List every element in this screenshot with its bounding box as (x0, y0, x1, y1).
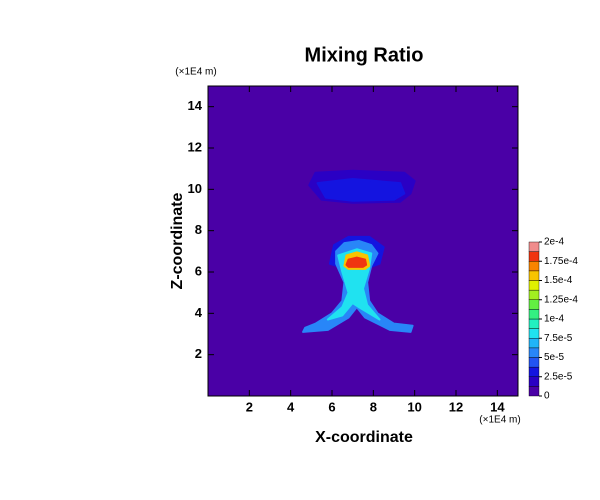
colorbar-band (528, 309, 540, 320)
colorbar-label: 0 (544, 391, 550, 402)
x-axis-label: X-coordinate (315, 429, 413, 446)
y-tick-label: 10 (188, 181, 202, 196)
y-tick-label: 8 (195, 222, 202, 237)
colorbar-band (528, 270, 540, 281)
y-axis-label: Z-coordinate (169, 192, 186, 289)
colorbar-band (528, 338, 540, 349)
colorbar-label: 1.75e-4 (544, 256, 578, 267)
colorbar-band (528, 289, 540, 300)
colorbar-label: 2.5e-5 (544, 371, 573, 382)
colorbar-band (528, 357, 540, 368)
x-tick-label: 6 (328, 399, 335, 414)
colorbar-band (528, 241, 540, 252)
colorbar-label: 2e-4 (544, 237, 564, 248)
colorbar-band (528, 386, 540, 397)
colorbar-band (528, 366, 540, 377)
contour-region (345, 256, 368, 268)
colorbar-band (528, 251, 540, 262)
y-tick-label: 12 (188, 139, 202, 154)
colorbar-band (528, 328, 540, 339)
colorbar-band (528, 376, 540, 387)
colorbar-band (528, 299, 540, 310)
x-unit: (×1E4 m) (479, 415, 520, 426)
y-tick-label: 14 (188, 98, 203, 113)
colorbar-label: 1.5e-4 (544, 275, 573, 286)
x-tick-label: 4 (287, 399, 295, 414)
colorbar-label: 1.25e-4 (544, 294, 578, 305)
colorbar-label: 5e-5 (544, 352, 564, 363)
colorbar-band (528, 280, 540, 291)
y-tick-label: 4 (195, 305, 203, 320)
x-tick-label: 2 (246, 399, 253, 414)
colorbar-label: 7.5e-5 (544, 333, 573, 344)
colorbar-band (528, 261, 540, 272)
chart-title: Mixing Ratio (305, 44, 424, 66)
colorbar-band (528, 347, 540, 358)
x-tick-label: 14 (490, 399, 505, 414)
colorbar-label: 1e-4 (544, 314, 564, 325)
y-tick-label: 6 (195, 263, 202, 278)
x-tick-label: 10 (407, 399, 421, 414)
contour-region (316, 178, 406, 202)
x-tick-label: 8 (370, 399, 377, 414)
colorbar-band (528, 318, 540, 329)
plot-frame (207, 85, 519, 397)
y-unit: (×1E4 m) (175, 67, 216, 78)
y-tick-label: 2 (195, 346, 202, 361)
x-tick-label: 12 (449, 399, 463, 414)
